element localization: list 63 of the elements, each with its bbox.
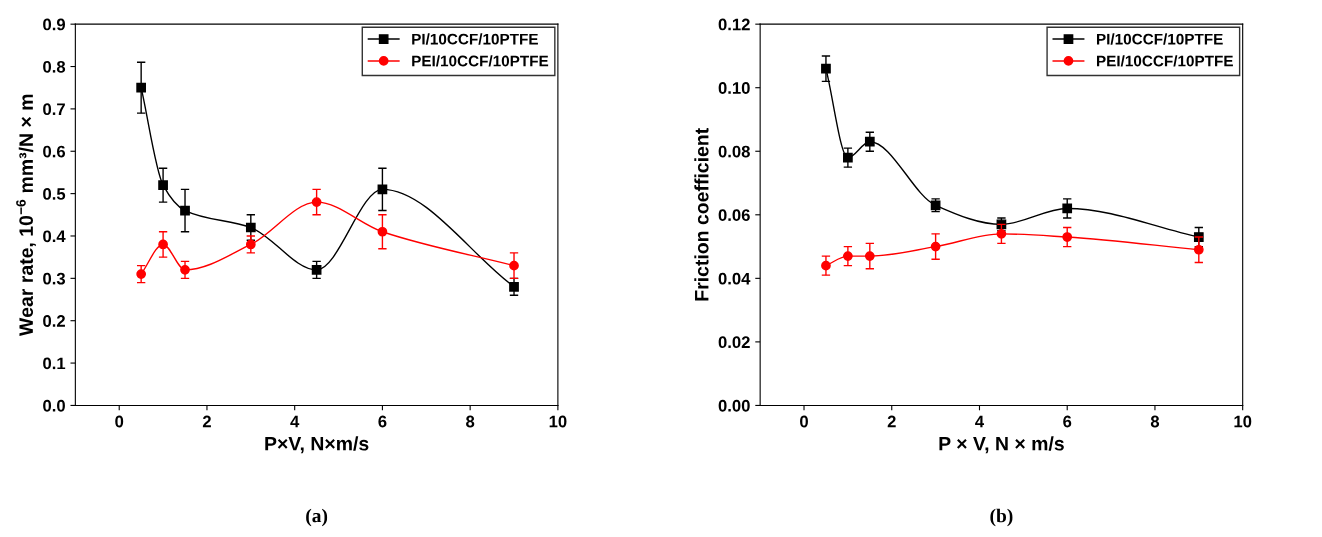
text: (a)	[306, 508, 328, 527]
point	[843, 251, 853, 261]
point	[136, 269, 147, 279]
point	[136, 82, 147, 93]
y-tick-label: 0.2	[43, 315, 65, 327]
x-tick-label: 0	[115, 415, 124, 428]
legend-label: PEI/10CCF/10PTFE	[1096, 55, 1233, 67]
point	[311, 197, 322, 207]
y-tick-label: 0.00	[718, 399, 750, 412]
point	[930, 241, 941, 252]
x-tick-label: 4	[975, 415, 985, 428]
point	[821, 63, 831, 74]
point	[180, 205, 190, 216]
point	[996, 229, 1007, 239]
y-tick-label: 0.02	[718, 336, 750, 349]
y-axis-title: Friction coefficient	[694, 128, 709, 301]
point	[1062, 203, 1073, 214]
point	[1193, 244, 1204, 255]
y-tick-label: 0.0	[43, 399, 65, 412]
point	[158, 239, 168, 250]
x-tick-label: 8	[1150, 415, 1160, 428]
text: (b)	[990, 508, 1013, 527]
x-tick-label: 10	[1234, 415, 1252, 428]
x-tick-label: 2	[887, 415, 896, 428]
y-tick-label: 0.12	[718, 18, 750, 31]
y-tick-label: 0.3	[43, 272, 66, 285]
y-tick-label: 0.6	[43, 145, 66, 158]
point	[377, 226, 388, 237]
legend-label: PI/10CCF/10PTFE	[1096, 33, 1223, 45]
point	[311, 265, 322, 275]
point	[180, 265, 190, 275]
point	[864, 136, 875, 147]
y-tick-label: 0.7	[43, 103, 65, 116]
x-tick-label: 4	[290, 415, 300, 428]
legend-label: PI/10CCF/10PTFE	[412, 33, 538, 45]
x-axis-title: P × V, N × m/s	[939, 436, 1064, 454]
point	[509, 260, 519, 271]
y-tick-label: 0.04	[718, 272, 751, 285]
y-tick-label: 0.08	[718, 145, 750, 158]
y-tick-label: 0.5	[43, 188, 66, 200]
point	[864, 251, 875, 261]
y-tick-label: 0.10	[718, 82, 750, 94]
y-tick-label: 0.4	[43, 230, 66, 243]
y-tick-label: 0.1	[43, 357, 66, 370]
y-tick-label: 0.06	[718, 209, 750, 221]
point	[1062, 232, 1073, 242]
x-axis-title: P×V, N×m/s	[265, 436, 369, 454]
x-tick-label: 8	[466, 415, 475, 428]
point	[245, 222, 256, 233]
point	[843, 152, 853, 163]
point	[821, 260, 831, 271]
point	[245, 239, 256, 250]
point	[509, 281, 519, 292]
x-tick-label: 2	[202, 415, 211, 428]
x-tick-label: 6	[1063, 415, 1072, 428]
x-tick-label: 10	[549, 415, 567, 428]
y-tick-label: 0.8	[43, 60, 66, 73]
point	[158, 180, 168, 191]
x-tick-label: 0	[800, 415, 808, 428]
y-tick-label: 0.9	[43, 18, 66, 31]
x-tick-label: 6	[378, 415, 387, 428]
y-axis-title: Wear rate, 10$^{−6}$ mm³/N × m	[16, 94, 36, 337]
legend-label: PEI/10CCF/10PTFE	[412, 55, 549, 67]
